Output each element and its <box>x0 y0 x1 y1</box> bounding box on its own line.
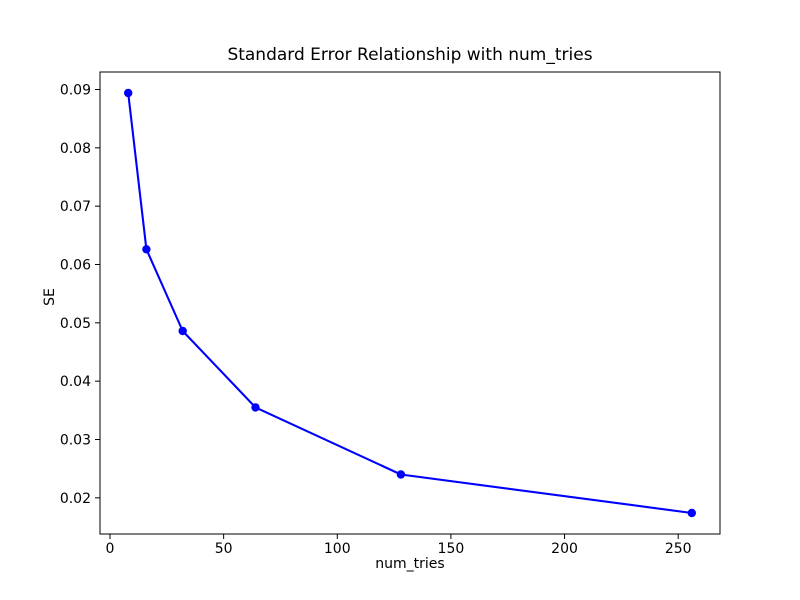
axes-box <box>99 71 721 535</box>
y-tick-label: 0.09 <box>60 83 91 99</box>
x-tick-label: 0 <box>106 541 115 557</box>
chart-title: Standard Error Relationship with num_tri… <box>227 45 593 65</box>
x-tick-label: 200 <box>551 541 578 557</box>
y-tick-label: 0.02 <box>60 491 91 507</box>
y-tick-label: 0.06 <box>60 258 91 274</box>
y-tick-label: 0.07 <box>60 199 91 215</box>
data-point-marker <box>251 403 260 412</box>
x-tick-label: 100 <box>324 541 351 557</box>
data-point-marker <box>687 508 696 518</box>
series-line <box>127 91 693 515</box>
y-tick-label: 0.05 <box>60 316 91 332</box>
x-tick-label: 250 <box>665 541 692 557</box>
data-point-marker <box>396 470 406 479</box>
y-tick-label: 0.04 <box>60 374 91 390</box>
data-point-marker <box>142 245 151 254</box>
data-point-marker <box>178 326 187 336</box>
y-tick-label: 0.08 <box>60 141 91 157</box>
x-axis-label: num_tries <box>375 556 445 572</box>
x-tick-label: 150 <box>438 541 465 557</box>
data-point-marker <box>124 88 133 98</box>
y-tick-label: 0.03 <box>60 433 91 449</box>
x-tick-label: 50 <box>215 541 233 557</box>
y-axis-label: SE <box>42 288 58 306</box>
